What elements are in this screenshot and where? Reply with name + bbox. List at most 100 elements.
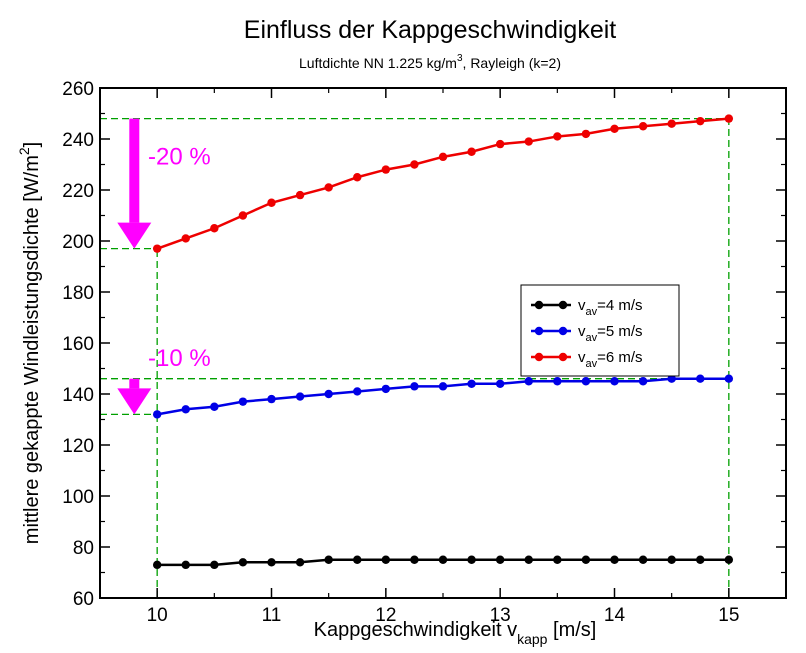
series-2-point xyxy=(210,224,219,233)
series-1-point xyxy=(524,377,533,386)
series-1-point xyxy=(210,402,219,411)
series-0-point xyxy=(581,555,591,564)
series-0-point xyxy=(210,560,219,570)
y-tick-labels: 60 80 100 120 140 160 180 200 220 240 260 xyxy=(62,79,94,610)
series-2-point xyxy=(295,190,305,200)
series-2-point xyxy=(381,165,391,174)
series-1-point xyxy=(553,377,562,386)
annotation-arrow-head-1 xyxy=(117,388,152,415)
series-1-point xyxy=(467,379,476,388)
legend-label: vav=6 m/s xyxy=(578,349,643,370)
series-0-point xyxy=(696,555,705,564)
y-tick-label: 120 xyxy=(62,436,94,457)
series-1-point xyxy=(152,410,162,419)
series-line-2 xyxy=(156,117,729,250)
y-tick-label: 180 xyxy=(62,283,94,304)
annotation-arrow-head-0 xyxy=(117,222,152,249)
x-axis-label: Kappgeschwindigkeit vkapp [m/s] xyxy=(314,619,597,647)
annotation-label-1: -10 % xyxy=(148,345,211,372)
series-1-point xyxy=(495,379,505,388)
series-0-point xyxy=(381,555,391,564)
x-tick-labels: 10 11 12 13 14 15 xyxy=(147,605,740,626)
series-2-point xyxy=(410,160,419,169)
y-tick-label: 200 xyxy=(62,232,94,253)
series-0-point xyxy=(524,555,533,564)
series-2-point xyxy=(638,122,648,131)
annotation-arrow-shaft-0 xyxy=(129,118,140,223)
x-tick-label: 15 xyxy=(718,605,739,626)
y-tick-label: 80 xyxy=(73,538,94,559)
series-0-point xyxy=(495,555,505,564)
reference-lines xyxy=(100,117,730,598)
legend-swatch-marker xyxy=(558,326,568,336)
series-0-point xyxy=(295,558,305,567)
series-0-point xyxy=(353,555,362,564)
series-1-point xyxy=(381,384,391,394)
annotation-label-0: -20 % xyxy=(148,144,211,171)
series-1-point xyxy=(238,397,248,406)
y-tick-label: 60 xyxy=(73,589,94,610)
legend-entry-1: vav=5 m/s xyxy=(531,323,643,344)
x-tick-label: 12 xyxy=(375,605,396,626)
series-0-point xyxy=(238,558,248,567)
legend-label: vav=4 m/s xyxy=(578,297,643,318)
series-0-point xyxy=(724,555,734,564)
y-tick-label: 260 xyxy=(62,79,94,100)
series-0-point xyxy=(610,555,619,564)
series-2-point xyxy=(524,137,533,146)
series-1-point xyxy=(610,377,619,386)
series-2-point xyxy=(667,119,676,128)
axis-ticks xyxy=(99,87,787,599)
series-2-point xyxy=(553,132,562,141)
legend-swatch-marker xyxy=(558,300,568,310)
chart-subtitle: Luftdichte NN 1.225 kg/m3, Rayleigh (k=2… xyxy=(299,53,561,71)
series-0-point xyxy=(638,555,648,564)
series-0-point xyxy=(267,558,276,567)
series-2-point xyxy=(353,173,362,182)
y-axis-label: mittlere gekappte Windleistungsdichte [W… xyxy=(16,142,43,544)
series-0-point xyxy=(152,560,162,570)
legend-swatch-marker xyxy=(534,352,544,362)
legend-label: vav=5 m/s xyxy=(578,323,643,344)
x-tick-label: 10 xyxy=(147,605,168,626)
series-0-point xyxy=(324,555,333,564)
chart-title: Einfluss der Kappgeschwindigkeit xyxy=(244,16,616,44)
series-1-point xyxy=(353,387,362,396)
x-tick-label: 14 xyxy=(604,605,626,626)
series-1-point xyxy=(267,394,276,404)
legend-entry-2: vav=6 m/s xyxy=(531,349,643,370)
series-0-point xyxy=(410,555,419,564)
series-layer xyxy=(152,114,734,570)
y-tick-label: 240 xyxy=(62,130,94,151)
x-tick-label: 11 xyxy=(262,605,282,626)
legend-swatch-marker xyxy=(534,326,544,336)
series-2-point xyxy=(267,198,276,207)
series-1-point xyxy=(667,374,676,383)
series-1-point xyxy=(410,382,419,391)
legend: vav=4 m/s vav=5 m/s vav=6 m/s xyxy=(520,284,680,377)
x-tick-label: 13 xyxy=(490,605,511,626)
y-tick-label: 140 xyxy=(62,385,94,406)
legend-swatch-marker xyxy=(534,300,544,310)
annotation-arrow-shaft-1 xyxy=(129,378,140,389)
series-2-point xyxy=(152,244,162,253)
series-2-point xyxy=(581,129,591,139)
series-1-point xyxy=(581,377,591,386)
series-2-point xyxy=(610,124,619,133)
series-0-point xyxy=(553,555,562,564)
series-0-point xyxy=(181,560,190,570)
series-2-point xyxy=(495,139,505,149)
y-tick-label: 220 xyxy=(62,181,94,202)
series-1-point xyxy=(181,405,190,414)
series-1-point xyxy=(724,374,734,383)
legend-swatch-marker xyxy=(558,352,568,362)
series-2-point xyxy=(324,183,333,192)
series-0-point xyxy=(667,555,676,564)
series-2-point xyxy=(238,211,248,220)
series-2-point xyxy=(467,147,476,156)
legend-entry-0: vav=4 m/s xyxy=(531,297,643,318)
series-1-point xyxy=(324,389,333,399)
series-2-point xyxy=(724,114,734,123)
y-tick-label: 100 xyxy=(62,487,94,508)
